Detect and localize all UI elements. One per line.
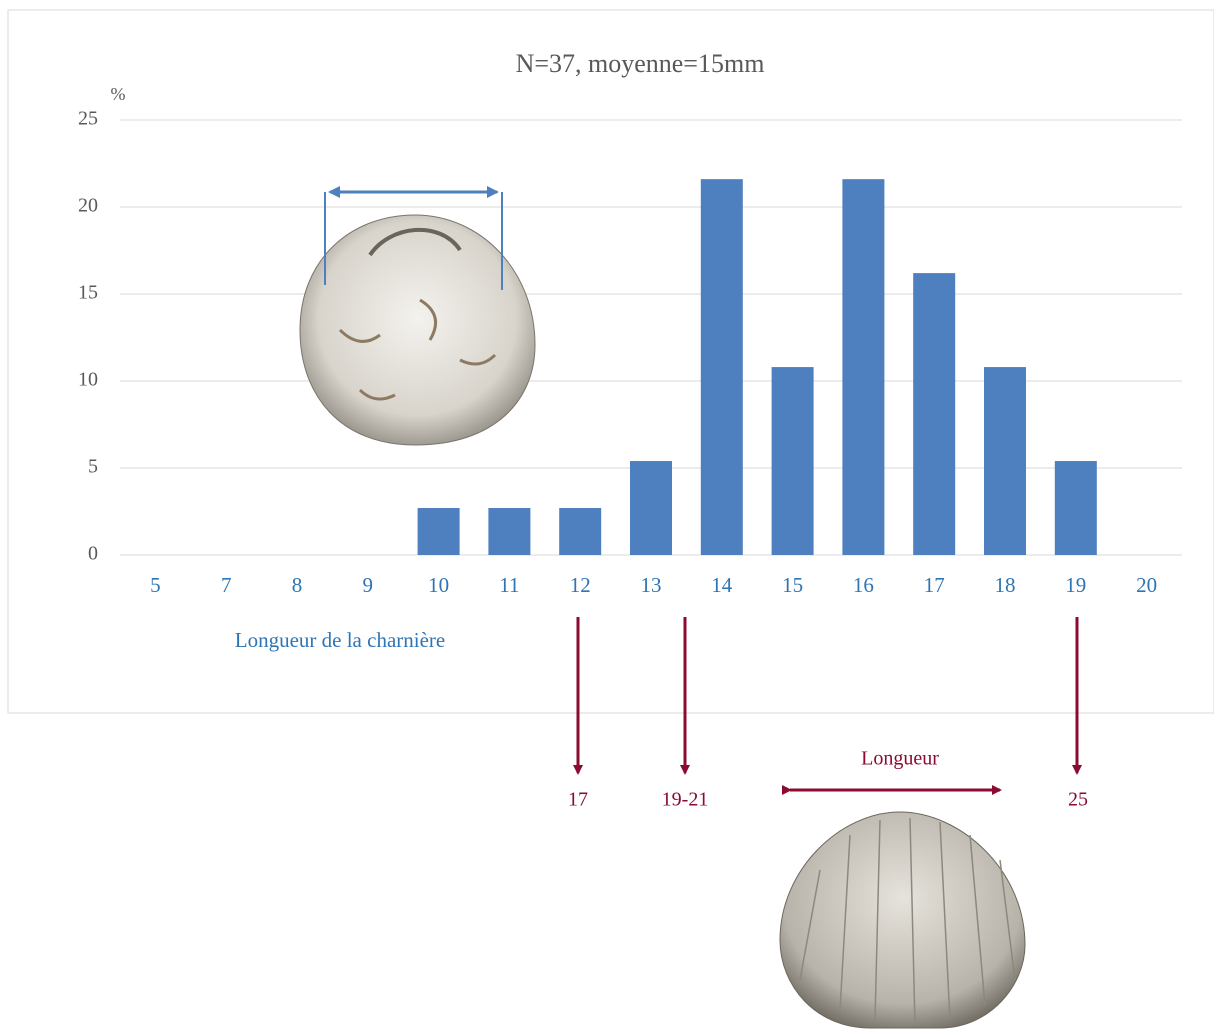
length-label: Longueur — [861, 748, 939, 770]
x-tick-label: 12 — [570, 573, 591, 597]
y-axis-unit: % — [111, 84, 126, 104]
bar — [1055, 461, 1097, 555]
shell-outside-photo — [780, 812, 1025, 1028]
bar — [913, 273, 955, 555]
x-tick-label: 18 — [995, 573, 1016, 597]
y-tick-label: 25 — [78, 108, 98, 130]
x-axis-label: Longueur de la charnière — [235, 628, 445, 652]
y-tick-label: 10 — [78, 369, 98, 391]
bar — [488, 508, 530, 555]
x-tick-label: 9 — [363, 573, 374, 597]
y-tick-label: 5 — [88, 456, 98, 478]
x-tick-label: 14 — [711, 573, 733, 597]
x-tick-label: 17 — [924, 573, 945, 597]
y-tick-label: 20 — [78, 195, 98, 217]
x-tick-label: 15 — [782, 573, 803, 597]
x-tick-label: 13 — [641, 573, 662, 597]
x-tick-label: 5 — [150, 573, 161, 597]
x-tick-label: 16 — [853, 573, 874, 597]
bar — [842, 179, 884, 555]
chart-frame — [8, 10, 1214, 713]
bar — [630, 461, 672, 555]
x-tick-label: 8 — [292, 573, 303, 597]
bar — [772, 367, 814, 555]
x-tick-label: 11 — [499, 573, 519, 597]
bar — [701, 179, 743, 555]
length-value: 17 — [568, 789, 588, 811]
x-tick-label: 10 — [428, 573, 449, 597]
chart: N=37, moyenne=15mm % Longueur de la char… — [0, 0, 1214, 1030]
chart-title: N=37, moyenne=15mm — [516, 49, 765, 78]
x-tick-label: 20 — [1136, 573, 1157, 597]
y-tick-label: 0 — [88, 543, 98, 565]
x-tick-label: 19 — [1065, 573, 1086, 597]
bar — [418, 508, 460, 555]
x-tick-label: 7 — [221, 573, 232, 597]
length-value: 25 — [1068, 789, 1088, 811]
bar — [559, 508, 601, 555]
length-value: 19-21 — [662, 789, 709, 811]
y-tick-label: 15 — [78, 282, 98, 304]
bar — [984, 367, 1026, 555]
